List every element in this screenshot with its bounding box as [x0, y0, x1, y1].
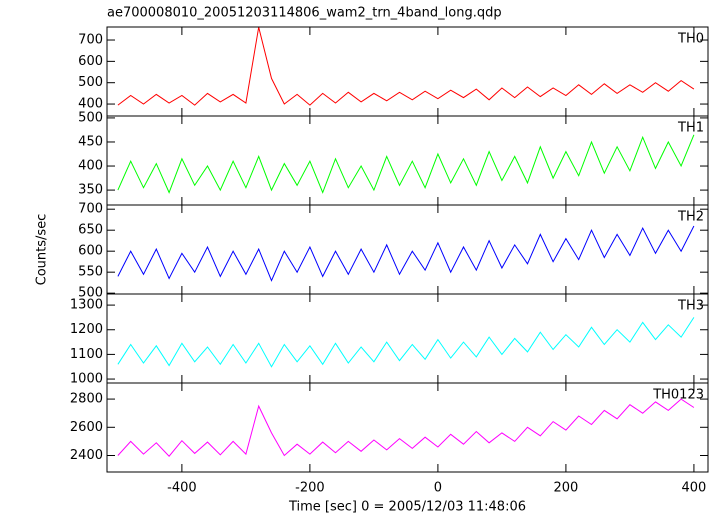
y-tick-label: 700 — [78, 202, 103, 217]
y-tick-label: 350 — [78, 183, 103, 198]
x-tick-label: 400 — [682, 481, 707, 496]
panel-frame — [106, 293, 709, 384]
y-tick-label: 450 — [78, 134, 103, 149]
x-axis-label: Time [sec] 0 = 2005/12/03 11:48:06 — [288, 500, 526, 515]
y-tick-label: 1200 — [70, 322, 103, 337]
y-tick-label: 500 — [78, 286, 103, 301]
panel-label: TH0 — [677, 32, 704, 47]
y-tick-label: 500 — [78, 75, 103, 90]
panel-frame — [106, 115, 709, 206]
y-tick-label: 1100 — [70, 347, 103, 362]
y-tick-label: 550 — [78, 265, 103, 280]
y-tick-label: 600 — [78, 244, 103, 259]
panel-frame — [106, 204, 709, 295]
y-tick-label: 2400 — [70, 448, 103, 463]
panel-frame — [106, 382, 709, 473]
x-tick-label: 200 — [553, 481, 578, 496]
y-tick-label: 600 — [78, 54, 103, 69]
panel-label: TH1 — [677, 121, 704, 136]
y-tick-label: 700 — [78, 33, 103, 48]
panel-label: TH2 — [677, 210, 704, 225]
panel-label: TH3 — [677, 299, 704, 314]
chart-title: ae700008010_20051203114806_wam2_trn_4ban… — [107, 6, 502, 21]
y-tick-label: 650 — [78, 223, 103, 238]
panel-label: TH0123 — [652, 388, 704, 403]
x-tick-label: 0 — [434, 481, 442, 496]
x-tick-label: -400 — [167, 481, 197, 496]
y-tick-label: 2600 — [70, 420, 103, 435]
data-line — [117, 134, 695, 194]
data-line — [117, 398, 695, 457]
y-axis-label: Counts/sec — [35, 214, 50, 286]
y-tick-label: 1000 — [70, 372, 103, 387]
data-line — [117, 317, 695, 368]
data-line — [117, 225, 695, 282]
y-tick-label: 1300 — [70, 298, 103, 313]
y-tick-label: 2800 — [70, 392, 103, 407]
y-tick-label: 400 — [78, 97, 103, 112]
y-tick-label: 400 — [78, 159, 103, 174]
y-tick-label: 500 — [78, 110, 103, 125]
x-tick-label: -200 — [295, 481, 325, 496]
data-line — [117, 27, 695, 106]
